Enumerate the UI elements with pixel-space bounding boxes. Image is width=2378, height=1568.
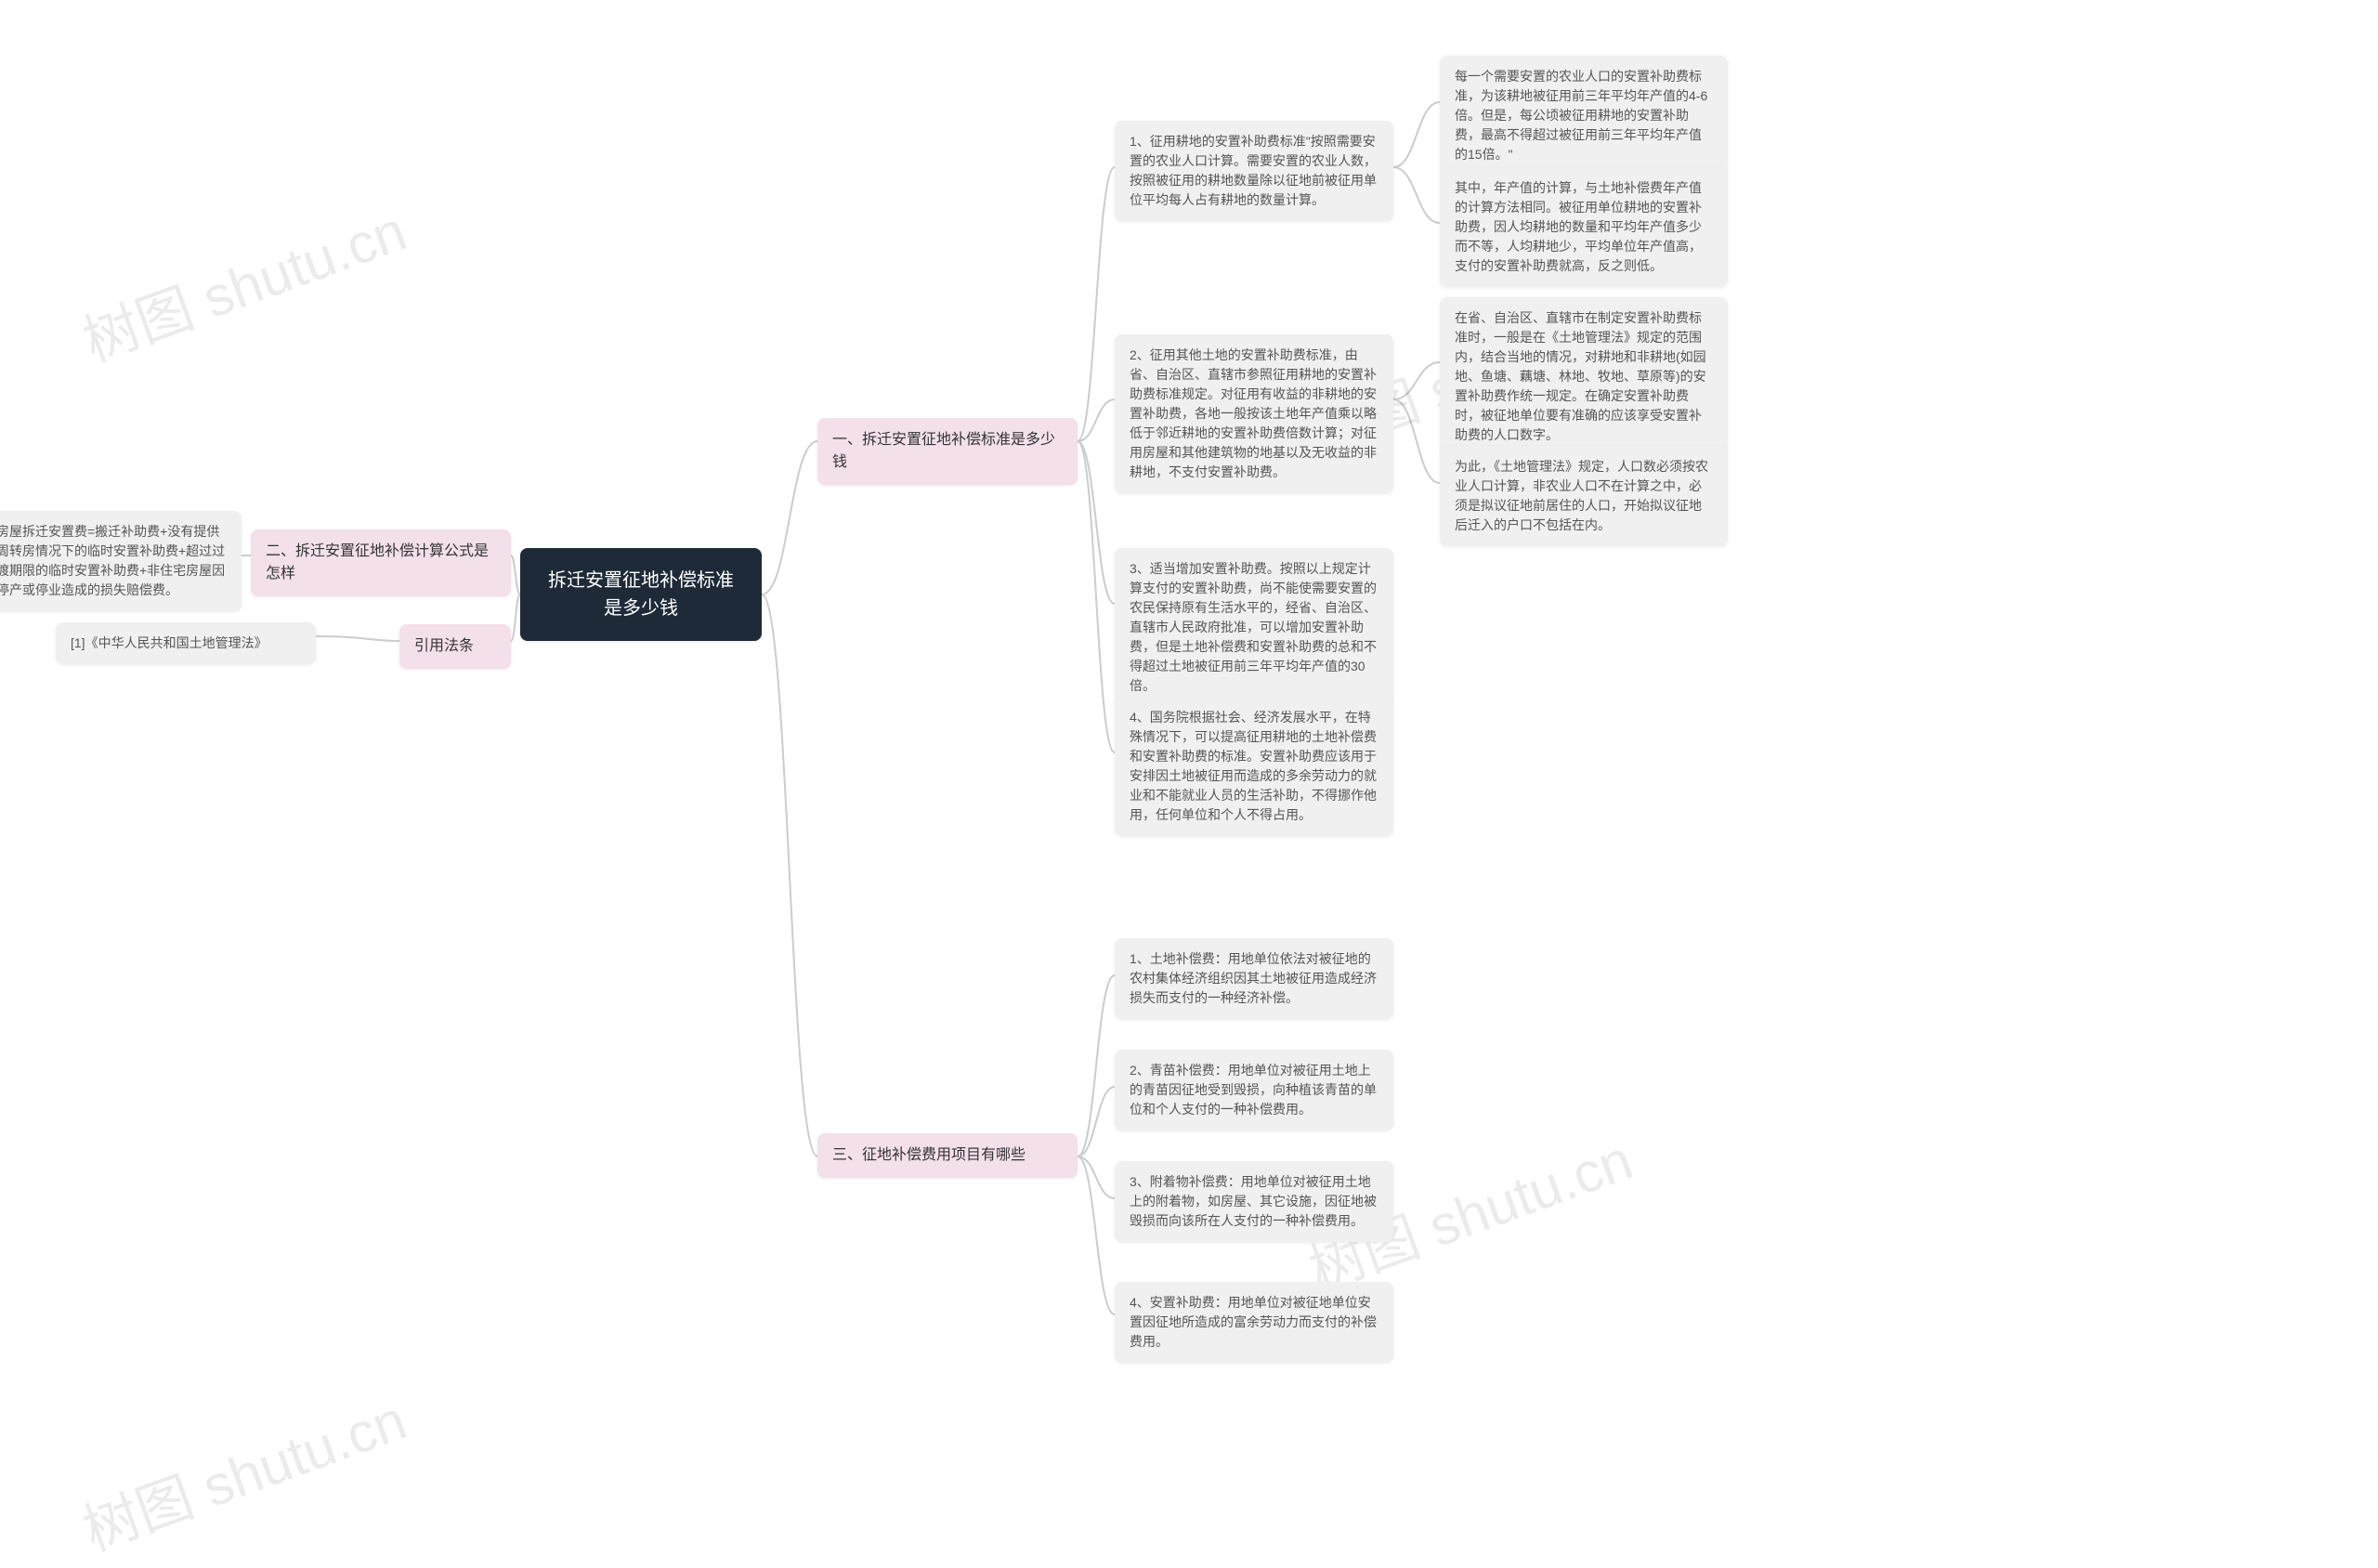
branch-lawref[interactable]: 引用法条 — [399, 624, 511, 669]
leaf-s3-4[interactable]: 4、安置补助费：用地单位对被征地单位安置因征地所造成的富余劳动力而支付的补偿费用… — [1115, 1282, 1393, 1363]
leaf-s3-1[interactable]: 1、土地补偿费：用地单位依法对被征地的农村集体经济组织因其土地被征用造成经济损失… — [1115, 938, 1393, 1019]
leaf-s1-2[interactable]: 2、征用其他土地的安置补助费标准，由省、自治区、直辖市参照征用耕地的安置补助费标… — [1115, 334, 1393, 493]
branch-section3[interactable]: 三、征地补偿费用项目有哪些 — [817, 1133, 1078, 1178]
leaf-s2-1[interactable]: 房屋拆迁安置费=搬迁补助费+没有提供周转房情况下的临时安置补助费+超过过渡期限的… — [0, 511, 242, 611]
leaf-s3-3[interactable]: 3、附着物补偿费：用地单位对被征用土地上的附着物，如房屋、其它设施，因征地被毁损… — [1115, 1161, 1393, 1242]
leaf-s1-4[interactable]: 4、国务院根据社会、经济发展水平，在特殊情况下，可以提高征用耕地的土地补偿费和安… — [1115, 697, 1393, 836]
branch-section1[interactable]: 一、拆迁安置征地补偿标准是多少钱 — [817, 418, 1078, 485]
leaf-s3-2[interactable]: 2、青苗补偿费：用地单位对被征用土地上的青苗因征地受到毁损，向种植该青苗的单位和… — [1115, 1050, 1393, 1130]
watermark: 树图 shutu.cn — [71, 1375, 415, 1566]
leaf-s1-1a[interactable]: 每一个需要安置的农业人口的安置补助费标准，为该耕地被征用前三年平均年产值的4-6… — [1440, 56, 1728, 176]
leaf-s1-1[interactable]: 1、征用耕地的安置补助费标准"按照需要安置的农业人口计算。需要安置的农业人数，按… — [1115, 121, 1393, 221]
leaf-law1[interactable]: [1]《中华人民共和国土地管理法》 — [56, 622, 316, 664]
branch-section2[interactable]: 二、拆迁安置征地补偿计算公式是怎样 — [251, 529, 511, 596]
root-node[interactable]: 拆迁安置征地补偿标准是多少钱 — [520, 548, 762, 641]
watermark: 树图 shutu.cn — [71, 186, 415, 377]
leaf-s1-2b[interactable]: 为此，《土地管理法》规定，人口数必须按农业人口计算，非农业人口不在计算之中，必须… — [1440, 446, 1728, 546]
leaf-s1-2a[interactable]: 在省、自治区、直辖市在制定安置补助费标准时，一般是在《土地管理法》规定的范围内，… — [1440, 297, 1728, 456]
leaf-s1-1b[interactable]: 其中，年产值的计算，与土地补偿费年产值的计算方法相同。被征用单位耕地的安置补助费… — [1440, 167, 1728, 287]
leaf-s1-3[interactable]: 3、适当增加安置补助费。按照以上规定计算支付的安置补助费，尚不能使需要安置的农民… — [1115, 548, 1393, 707]
